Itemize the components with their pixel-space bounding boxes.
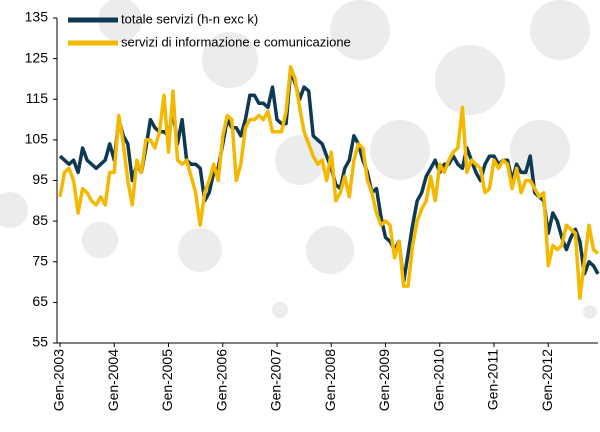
dot [306,226,354,274]
dot [370,120,430,180]
dot [583,305,597,319]
x-tick-label: Gen-2007 [268,349,284,411]
dot [0,192,28,228]
y-tick-label: 105 [25,131,49,147]
y-tick-label: 115 [26,90,49,106]
y-tick-label: 85 [32,212,48,228]
background-dots [0,0,597,319]
dot [272,302,288,318]
y-tick-label: 75 [32,252,48,268]
legend-label: servizi di informazione e comunicazione [121,34,351,49]
dot [98,0,142,42]
x-tick-label: Gen-2009 [376,349,392,411]
dot [435,45,505,115]
series-line [58,65,600,301]
dot [330,0,390,60]
legend-label: totale servizi (h-n exc k) [121,11,258,26]
x-tick-label: Gen-2010 [430,349,446,411]
dot [510,120,570,180]
x-tick-label: Gen-2003 [51,349,67,411]
y-tick-label: 135 [25,9,49,25]
y-tick-label: 95 [32,171,48,187]
dot [202,32,258,88]
legend: totale servizi (h-n exc k) servizi di inf… [68,11,351,49]
y-tick-label: 125 [25,49,49,65]
y-tick-label: 55 [32,334,48,350]
x-tick-label: Gen-2008 [322,349,338,411]
dot [275,135,325,185]
x-tick-label: Gen-2005 [159,349,175,411]
y-tick-label: 65 [32,293,48,309]
dot [530,0,590,60]
x-tick-label: Gen-2012 [539,349,555,411]
x-tick-label: Gen-2006 [213,349,229,411]
x-tick-label: Gen-2011 [485,349,501,410]
x-tick-label: Gen-2004 [105,349,121,411]
dot [82,222,118,258]
dot [178,228,222,272]
